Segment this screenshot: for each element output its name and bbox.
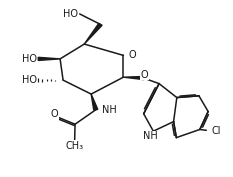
Text: O: O xyxy=(128,50,136,59)
Polygon shape xyxy=(91,94,98,110)
Polygon shape xyxy=(123,76,144,80)
Polygon shape xyxy=(84,24,102,44)
Text: NH: NH xyxy=(143,131,157,141)
Polygon shape xyxy=(38,57,60,61)
Text: O: O xyxy=(141,70,148,80)
Text: CH₃: CH₃ xyxy=(65,141,84,151)
Text: HO: HO xyxy=(22,75,37,85)
Text: HO: HO xyxy=(22,54,37,64)
Text: Cl: Cl xyxy=(212,126,221,136)
Text: HO: HO xyxy=(63,9,78,19)
Text: O: O xyxy=(51,109,59,119)
Text: NH: NH xyxy=(102,105,117,115)
